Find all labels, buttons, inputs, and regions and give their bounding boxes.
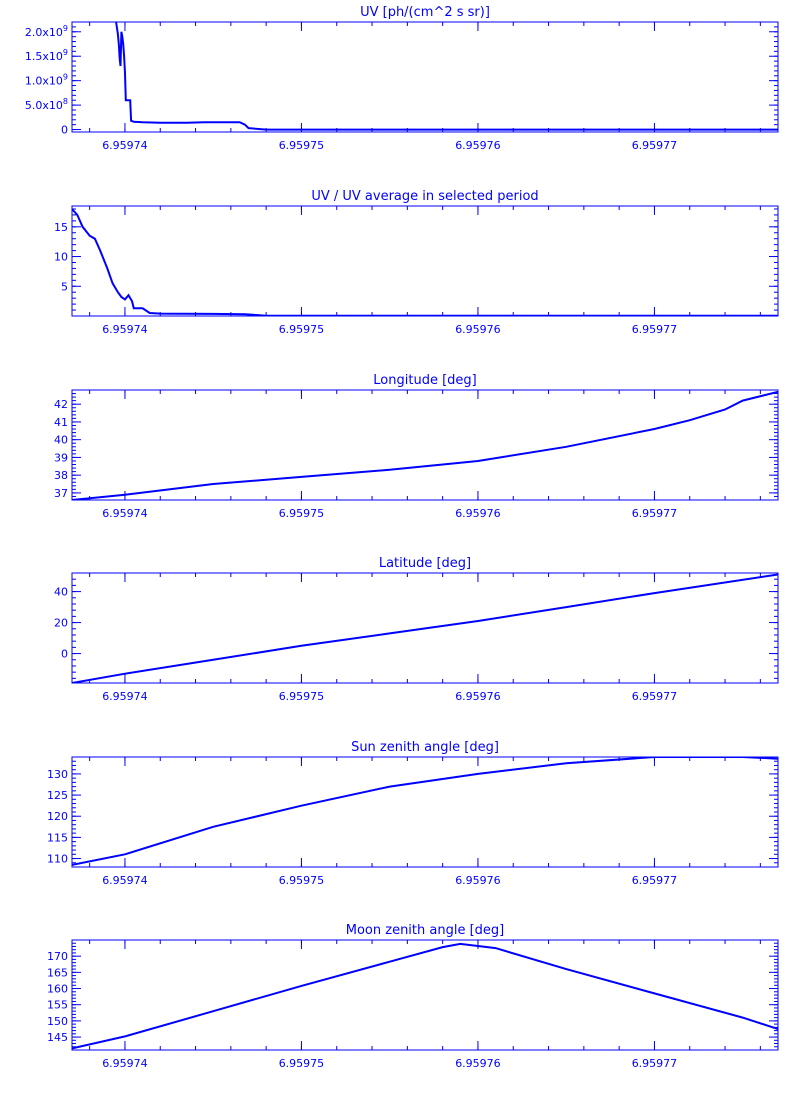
y-tick-mantissa: 2.0x10 [25,26,63,39]
chart-panel-4: Latitude [deg] 6.95974 6.95975 6.95976 6.959… [54,556,779,703]
x-tick-label: 6.95975 [279,323,325,336]
y-tick-label: 0 [61,124,68,137]
x-tick-label: 6.95976 [455,1057,501,1070]
chart-panel-6: Moon zenith angle [deg] 6.95974 6.95975 6.9… [47,923,779,1070]
x-tick-label: 6.95974 [102,507,148,520]
x-tick-label: 6.95976 [455,874,501,887]
y-tick-label: 5 [61,280,68,293]
y-tick-label: 2.0x109 [25,24,68,39]
y-tick-label: 130 [47,768,68,781]
y-tick-label: 5.0x108 [25,97,68,112]
y-tick-label: 40 [54,434,68,447]
series-line [72,942,778,1050]
series-line [72,573,778,683]
y-tick-label: 1.5x109 [25,48,68,63]
x-tick-label: 6.95975 [279,139,325,152]
x-tick-label: 6.95974 [102,690,148,703]
y-tick-label: 41 [54,416,68,429]
y-tick-exponent: 9 [63,48,68,57]
chart-title: Longitude [deg] [373,373,476,388]
x-tick-label: 6.95974 [102,1057,148,1070]
chart-panel-5: Sun zenith angle [deg] 6.95974 6.95975 6.95… [47,740,779,887]
x-tick-label: 6.95976 [455,507,501,520]
x-tick-label: 6.95977 [632,874,678,887]
y-tick-label: 1.0x109 [25,73,68,88]
y-tick-label: 39 [54,451,68,464]
chart-title: UV [ph/(cm^2 s sr)] [360,5,490,20]
y-tick-label: 155 [47,999,68,1012]
y-tick-mantissa: 1.0x10 [25,75,63,88]
y-tick-exponent: 9 [63,24,68,33]
chart-panel-2: UV / UV average in selected period 6.9597… [54,189,779,336]
y-tick-label: 38 [54,469,68,482]
x-tick-label: 6.95975 [279,690,325,703]
x-tick-label: 6.95977 [632,690,678,703]
chart-title: Latitude [deg] [379,556,471,571]
series-line [115,22,778,131]
y-tick-mantissa: 0 [61,124,68,137]
x-tick-label: 6.95976 [455,139,501,152]
plot-frame [71,21,779,133]
x-tick-label: 6.95975 [279,1057,325,1070]
x-tick-label: 6.95976 [455,323,501,336]
y-tick-label: 125 [47,789,68,802]
series-line [72,208,778,316]
y-tick-label: 37 [54,487,68,500]
y-tick-label: 110 [47,853,68,866]
x-tick-label: 6.95976 [455,690,501,703]
y-tick-label: 170 [47,950,68,963]
y-tick-mantissa: 1.5x10 [25,50,63,63]
y-tick-label: 115 [47,831,68,844]
y-tick-label: 15 [54,221,68,234]
y-tick-label: 150 [47,1015,68,1028]
chart-title: UV / UV average in selected period [311,189,538,204]
x-tick-label: 6.95974 [102,874,148,887]
y-tick-label: 160 [47,983,68,996]
chart-panel-3: Longitude [deg] 6.95974 6.95975 6.95976 6.95… [54,373,779,520]
chart-panel-1: UV [ph/(cm^2 s sr)] 6.95974 6.95975 6.95976… [25,5,779,152]
y-tick-exponent: 8 [63,97,68,106]
x-tick-label: 6.95975 [279,507,325,520]
chart-title: Moon zenith angle [deg] [346,923,504,938]
y-tick-mantissa: 5.0x10 [25,99,63,112]
x-tick-label: 6.95977 [632,507,678,520]
x-tick-label: 6.95977 [632,323,678,336]
y-tick-exponent: 9 [63,73,68,82]
chart-title: Sun zenith angle [deg] [351,740,499,755]
chart-panels: UV [ph/(cm^2 s sr)] 6.95974 6.95975 6.95976… [25,5,779,1070]
y-tick-label: 40 [54,586,68,599]
series-line [72,390,778,500]
y-tick-label: 20 [54,617,68,630]
x-tick-label: 6.95974 [102,323,148,336]
series-line [72,757,778,866]
y-tick-label: 120 [47,810,68,823]
x-tick-label: 6.95977 [632,139,678,152]
x-tick-label: 6.95974 [102,139,148,152]
x-tick-label: 6.95977 [632,1057,678,1070]
y-tick-label: 165 [47,966,68,979]
plot-frame [71,572,779,684]
y-tick-label: 145 [47,1031,68,1044]
plot-frame [71,389,779,501]
y-tick-label: 42 [54,398,68,411]
x-tick-label: 6.95975 [279,874,325,887]
y-tick-label: 0 [61,648,68,661]
y-tick-label: 10 [54,251,68,264]
